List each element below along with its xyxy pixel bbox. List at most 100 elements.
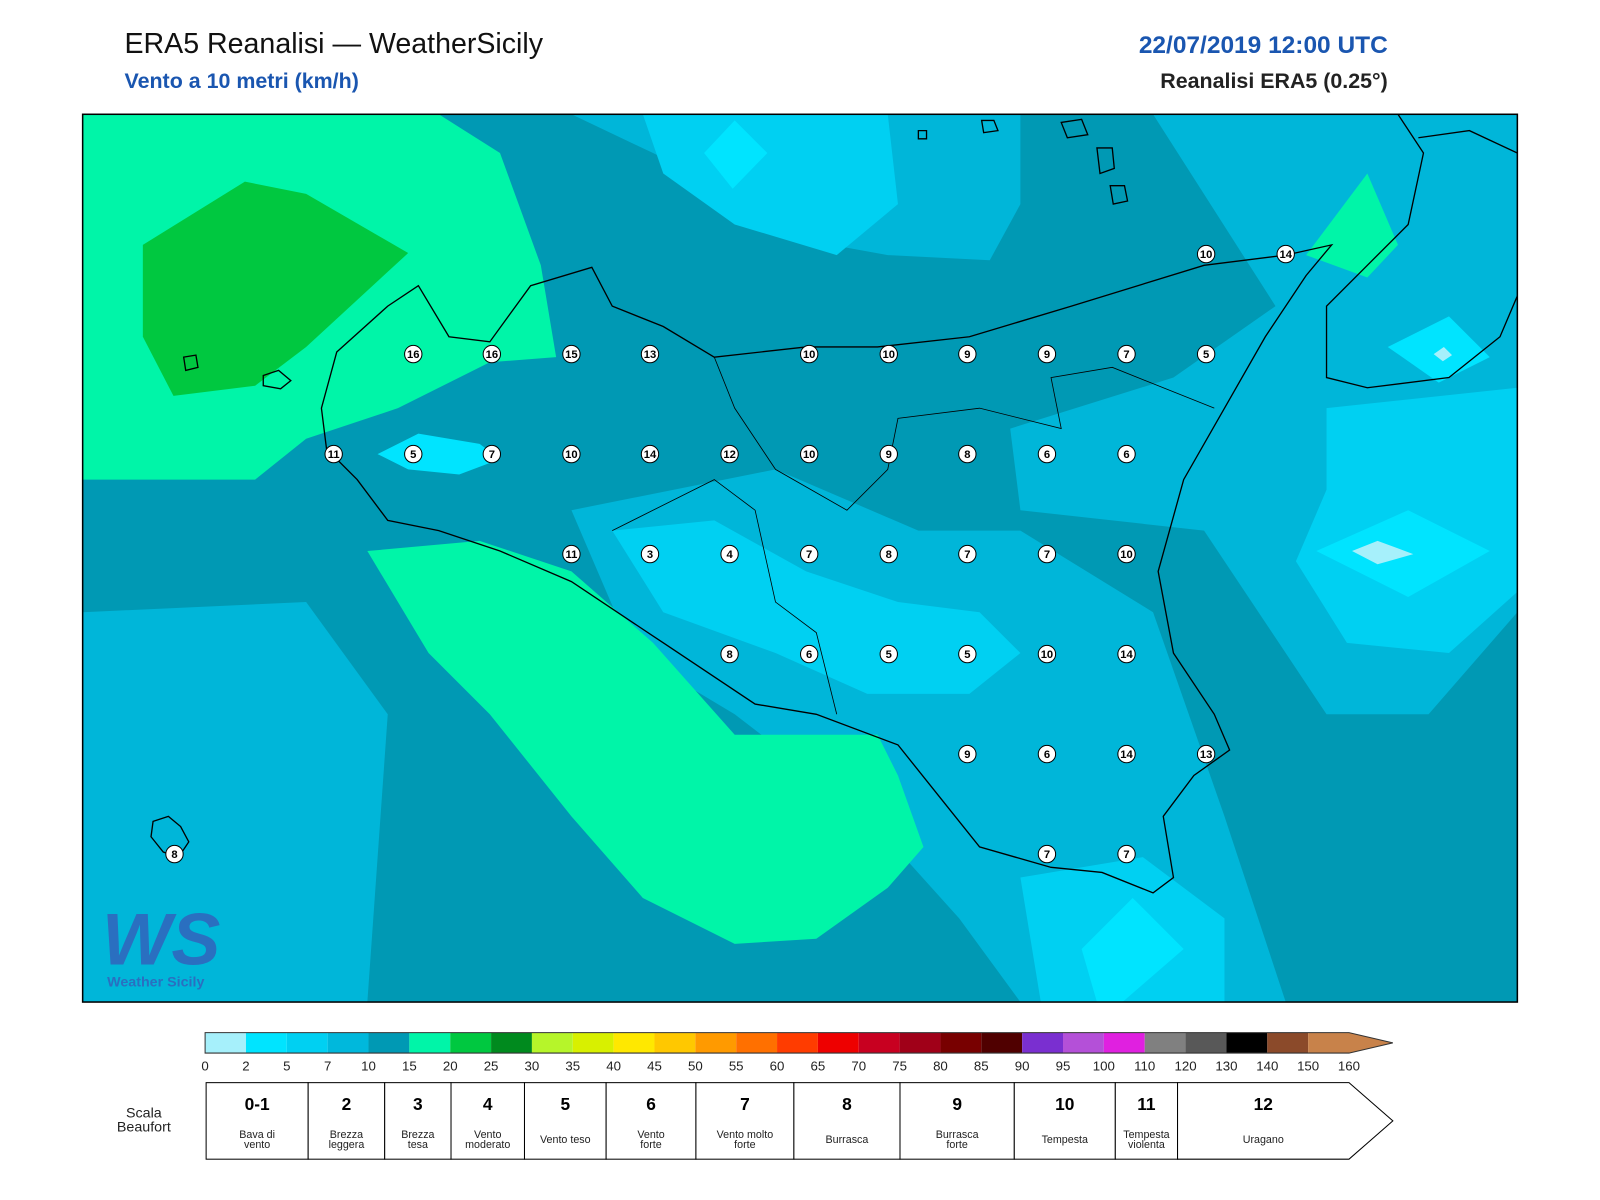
station-value: 15 (565, 349, 577, 361)
beaufort-label: vento (244, 1139, 270, 1151)
contour (377, 433, 500, 475)
station-value: 8 (726, 649, 732, 661)
station-value: 10 (1200, 249, 1212, 261)
beaufort-label: Tempesta (1123, 1129, 1169, 1141)
logo-name: Weather Sicily (107, 975, 204, 991)
station-value: 13 (644, 349, 656, 361)
colorbar-segment (1103, 1032, 1145, 1054)
colorbar-segment (940, 1032, 982, 1054)
station-value: 5 (1203, 349, 1209, 361)
station-marker (958, 344, 977, 364)
contour (642, 114, 898, 256)
colorbar-tick-label: 95 (1056, 1058, 1071, 1073)
title: ERA5 Reanalisi — WeatherSicily (124, 28, 543, 60)
station-marker (720, 544, 739, 564)
station-value: 5 (964, 649, 970, 661)
beaufort-box (605, 1082, 697, 1160)
colorbar-tick-label: 65 (811, 1058, 826, 1073)
station-marker (958, 444, 977, 464)
beaufort-force: 2 (342, 1094, 352, 1114)
colorbar-tick-label: 100 (1093, 1058, 1115, 1073)
station-value: 7 (489, 449, 495, 461)
station-value: 5 (886, 649, 892, 661)
station-value: 9 (964, 749, 970, 761)
colorbar-segment (817, 1032, 859, 1054)
colorbar-outline (204, 1032, 1393, 1054)
source: Reanalisi ERA5 (0.25°) (1160, 69, 1387, 93)
station-value: 7 (964, 549, 970, 561)
beaufort-force: 10 (1055, 1094, 1074, 1114)
station-marker (1117, 444, 1136, 464)
station-value: 11 (328, 449, 340, 461)
colorbar-segment (450, 1032, 492, 1054)
beaufort-force: 8 (842, 1094, 852, 1114)
colorbar-tick-label: 70 (851, 1058, 866, 1073)
station-value: 14 (1120, 649, 1133, 661)
station-value: 9 (886, 449, 892, 461)
station-value: 13 (1200, 749, 1212, 761)
province-border (612, 479, 838, 715)
colorbar-tick-label: 140 (1256, 1058, 1278, 1073)
station-marker (879, 344, 898, 364)
station-value: 10 (803, 449, 815, 461)
contour (704, 120, 768, 189)
station-value: 5 (410, 449, 416, 461)
colorbar-segment (654, 1032, 696, 1054)
beaufort-box (1114, 1082, 1179, 1160)
beaufort-label: moderato (465, 1139, 510, 1151)
colorbar-tick-label: 40 (606, 1058, 621, 1073)
station-marker (640, 544, 660, 564)
station-marker (879, 544, 898, 564)
colorbar-segment (695, 1032, 737, 1054)
beaufort-label: forte (946, 1139, 967, 1151)
station-marker (1037, 644, 1057, 664)
beaufort-label: Vento (474, 1129, 501, 1141)
station-marker (1196, 344, 1216, 364)
station-marker (879, 444, 898, 464)
province-border (713, 356, 1215, 511)
beaufort-box (1177, 1082, 1394, 1160)
beaufort-label: Brezza (330, 1129, 363, 1141)
datetime: 22/07/2019 12:00 UTC (1139, 32, 1388, 59)
colorbar-tick-label: 120 (1175, 1058, 1197, 1073)
station-marker (482, 344, 502, 364)
colorbar-tick-label: 0 (201, 1058, 208, 1073)
station-marker (404, 344, 423, 364)
colorbar-segment (777, 1032, 818, 1054)
station-marker (800, 444, 819, 464)
station-marker (1196, 744, 1216, 764)
station-value: 14 (1120, 749, 1133, 761)
colorbar-segment (531, 1032, 573, 1054)
station-value: 10 (1041, 649, 1053, 661)
station-marker (720, 444, 739, 464)
station-value: 7 (806, 549, 812, 561)
station-marker (1117, 344, 1136, 364)
station-value: 7 (1044, 549, 1050, 561)
map-frame (81, 113, 1519, 1003)
subtitle: Vento a 10 metri (km/h) (124, 69, 358, 93)
colorbar-tick-label: 45 (647, 1058, 662, 1073)
beaufort-force: 11 (1137, 1094, 1156, 1114)
colorbar-segment (858, 1032, 900, 1054)
beaufort-force: 4 (483, 1094, 493, 1114)
colorbar-segment (1063, 1032, 1104, 1054)
beaufort-title: Scala (126, 1105, 162, 1121)
beaufort-label: leggera (329, 1139, 365, 1151)
beaufort-force: 12 (1254, 1094, 1273, 1114)
beaufort-box (793, 1082, 901, 1160)
station-marker (482, 444, 502, 464)
colorbar-segment (327, 1032, 369, 1054)
station-value: 7 (1123, 349, 1129, 361)
beaufort-title: Beaufort (117, 1120, 171, 1136)
station-marker (1276, 244, 1295, 264)
colorbar-tick-label: 50 (688, 1058, 703, 1073)
contour (1352, 540, 1414, 565)
map (82, 114, 1518, 1003)
station-value: 9 (964, 349, 970, 361)
colorbar-segment (1267, 1032, 1309, 1054)
station-marker (1117, 644, 1136, 664)
colorbar-tick-label: 160 (1338, 1058, 1360, 1073)
beaufort-force: 9 (952, 1094, 962, 1114)
